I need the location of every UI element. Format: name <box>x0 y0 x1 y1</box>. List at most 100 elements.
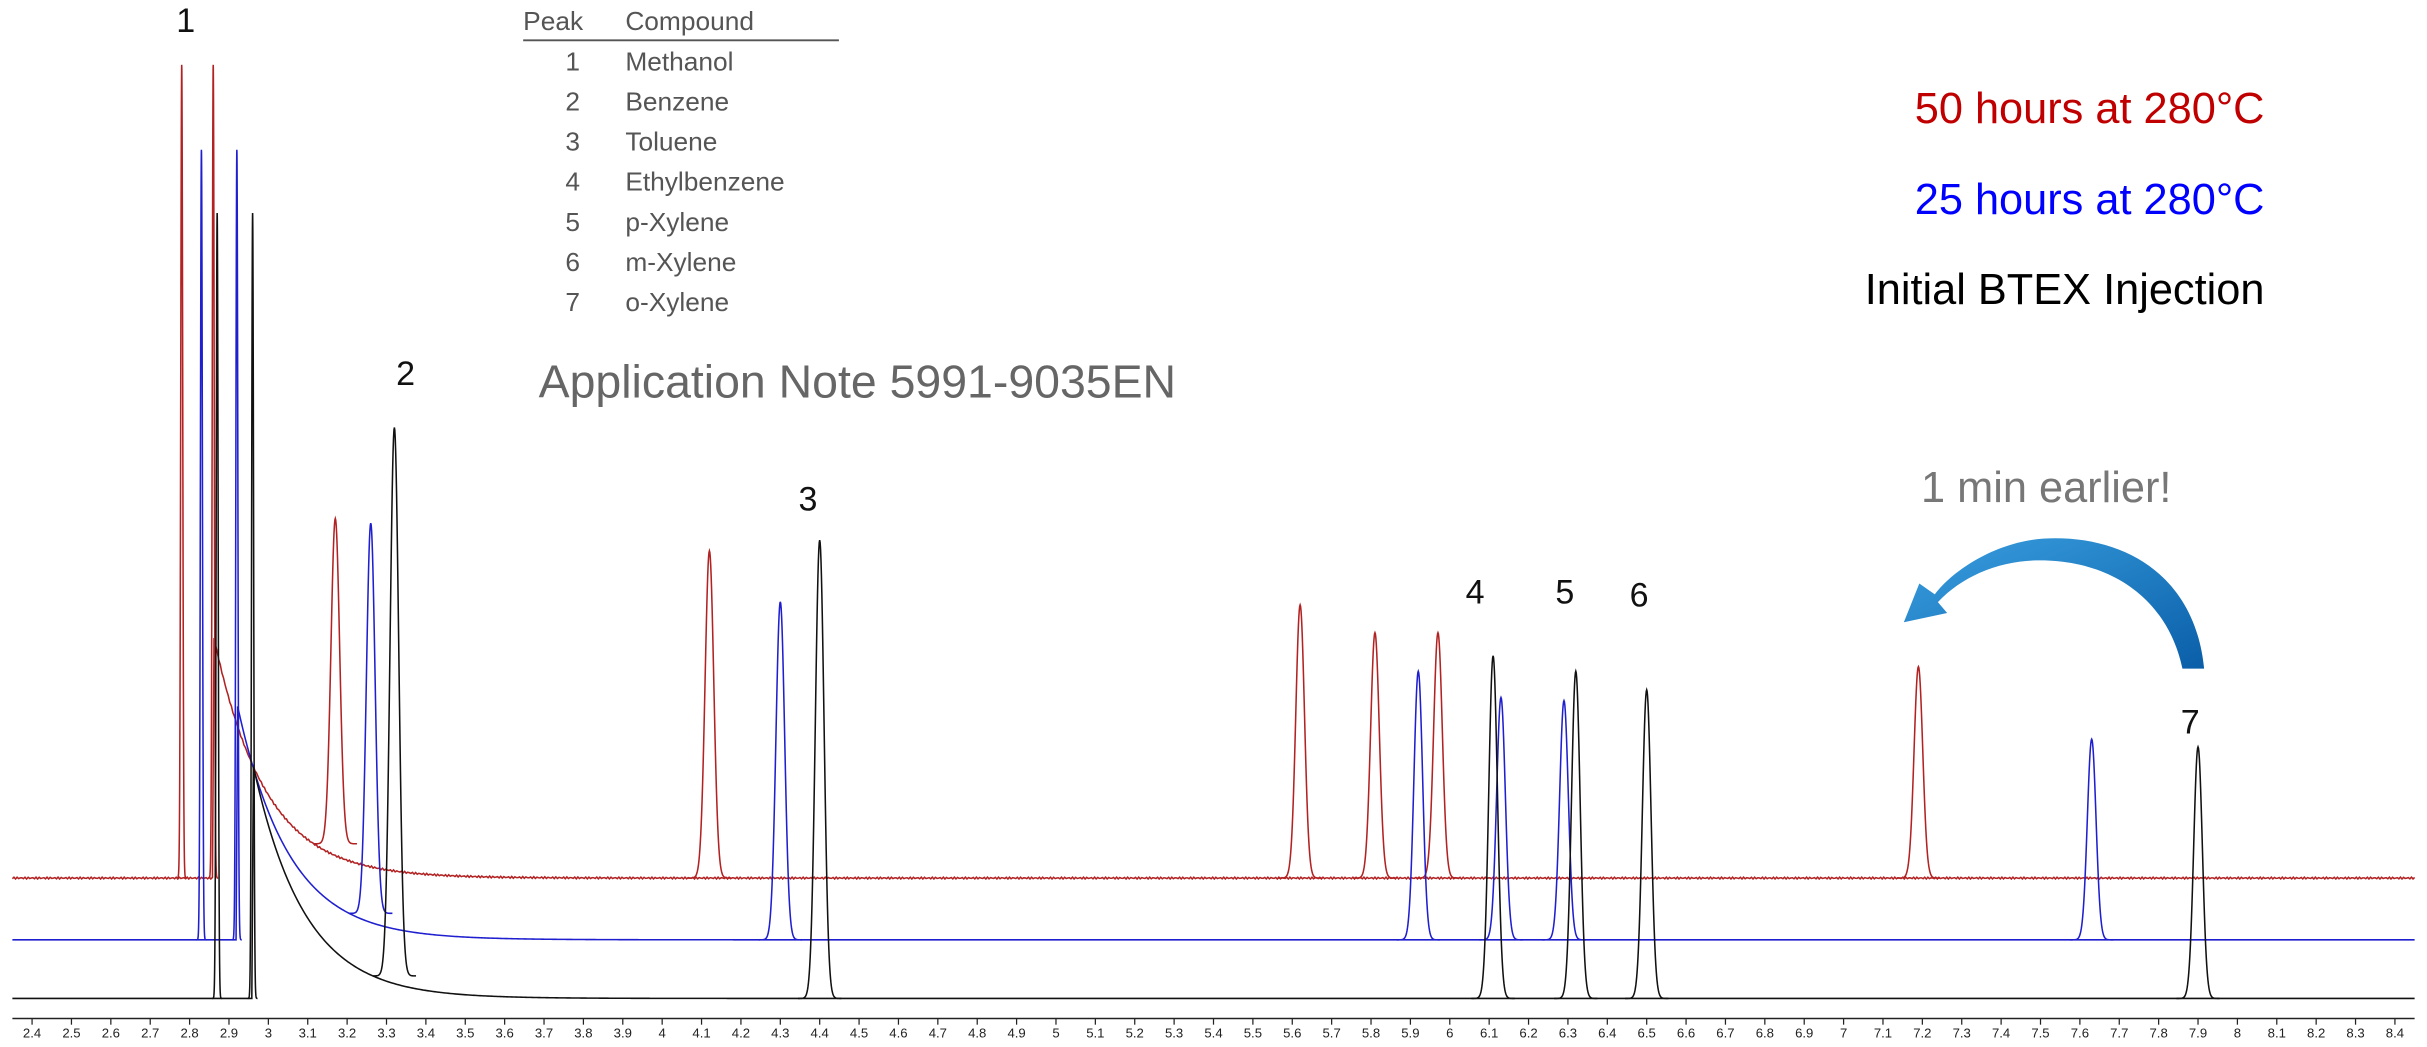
arrow <box>1903 538 2205 669</box>
table-peak: 2 <box>565 87 580 117</box>
table-peak: 4 <box>565 167 580 197</box>
note: Application Note 5991-9035EN <box>539 356 1176 408</box>
peak <box>1896 664 1941 879</box>
table-compound: Methanol <box>625 46 733 76</box>
table-peak: 7 <box>565 287 580 317</box>
x-tick-label: 7.2 <box>1913 1025 1931 1040</box>
plot: 1 Methanol 2 Benzene 3 Toluene 4 Ethylbenzene 5 p… <box>11 46 2416 1040</box>
peak <box>798 539 842 1000</box>
peak <box>372 427 417 977</box>
peak <box>247 212 258 1000</box>
peak <box>1471 655 1515 1000</box>
peak <box>687 547 732 879</box>
table-compound: Ethylbenzene <box>625 167 784 197</box>
peak <box>313 515 357 845</box>
legend-entry: 50 hours at 280°C <box>1915 85 2265 133</box>
x-tick-label: 6.6 <box>1677 1025 1695 1040</box>
peak <box>231 149 242 941</box>
peak <box>1554 668 1598 1000</box>
x-tick-label: 6.9 <box>1795 1025 1813 1040</box>
peak <box>2070 737 2114 941</box>
x-tick-label: 3.1 <box>299 1025 317 1040</box>
x-tick-label: 5.6 <box>1283 1025 1301 1040</box>
x-tick-label: 4.1 <box>692 1025 710 1040</box>
x-tick-label: 5.9 <box>1401 1025 1419 1040</box>
x-tick-label: 7.7 <box>2110 1025 2128 1040</box>
peak <box>1353 630 1397 879</box>
x-tick-label: 6.8 <box>1756 1025 1774 1040</box>
peak-label: 4 <box>1466 573 1485 611</box>
x-tick-label: 3 <box>265 1025 272 1040</box>
x-tick-label: 4.3 <box>771 1025 789 1040</box>
x-tick-label: 3.8 <box>574 1025 592 1040</box>
x-tick-label: 2.6 <box>102 1025 120 1040</box>
peak-label: 2 <box>396 355 415 393</box>
peak-label: 6 <box>1630 576 1649 614</box>
table-peak: 6 <box>565 247 580 277</box>
peak <box>1278 602 1322 879</box>
peak <box>1479 695 1523 941</box>
legend-entry: Initial BTEX Injection <box>1865 266 2265 314</box>
x-tick-label: 3.5 <box>456 1025 474 1040</box>
x-tick-label: 8.4 <box>2386 1025 2404 1040</box>
x-tick-label: 2.5 <box>62 1025 80 1040</box>
peak <box>349 522 393 915</box>
peak <box>1416 630 1460 879</box>
peak <box>208 64 219 879</box>
peak <box>196 149 207 941</box>
x-tick-label: 6.5 <box>1638 1025 1656 1040</box>
peak-label: 5 <box>1555 573 1574 611</box>
peak-label: 1 <box>176 2 195 40</box>
table-compound: o-Xylene <box>625 287 729 317</box>
table-header: Peak <box>523 6 584 36</box>
x-tick-label: 4.6 <box>889 1025 907 1040</box>
x-tick-label: 4 <box>659 1025 666 1040</box>
annotation: 1 min earlier! <box>1921 464 2171 512</box>
x-tick-label: 2.8 <box>180 1025 198 1040</box>
x-tick-label: 4.2 <box>732 1025 750 1040</box>
x-tick-label: 5.4 <box>1204 1025 1222 1040</box>
x-tick-label: 3.9 <box>614 1025 632 1040</box>
x-tick-label: 4.5 <box>850 1025 868 1040</box>
peak-label: 7 <box>2181 703 2200 741</box>
x-tick-label: 6.7 <box>1716 1025 1734 1040</box>
peak-label: 3 <box>798 481 817 519</box>
table-peak: 1 <box>565 46 580 76</box>
peak <box>1396 668 1440 941</box>
x-tick-label: 3.3 <box>377 1025 395 1040</box>
x-tick-label: 6.2 <box>1519 1025 1537 1040</box>
x-tick-label: 4.4 <box>811 1025 829 1040</box>
x-tick-label: 4.7 <box>929 1025 947 1040</box>
table-compound: p-Xylene <box>625 207 729 237</box>
x-tick-label: 4.8 <box>968 1025 986 1040</box>
x-tick-label: 3.4 <box>417 1025 435 1040</box>
x-tick-label: 7.1 <box>1874 1025 1892 1040</box>
x-tick-label: 3.6 <box>496 1025 514 1040</box>
x-tick-label: 8.1 <box>2268 1025 2286 1040</box>
baseline <box>12 766 2415 1000</box>
x-tick-label: 8.3 <box>2346 1025 2364 1040</box>
x-tick-label: 7.6 <box>2071 1025 2089 1040</box>
x-tick-label: 7.4 <box>1992 1025 2010 1040</box>
baseline <box>12 706 2415 941</box>
x-tick-label: 6.3 <box>1559 1025 1577 1040</box>
x-tick-label: 7.5 <box>2031 1025 2049 1040</box>
x-tick-label: 8 <box>2234 1025 2241 1040</box>
peak <box>758 601 802 941</box>
peak <box>1625 686 1669 1000</box>
table-compound: m-Xylene <box>625 247 736 277</box>
peak <box>1542 698 1586 941</box>
x-tick-label: 5.5 <box>1244 1025 1262 1040</box>
x-tick-label: 5.3 <box>1165 1025 1183 1040</box>
x-tick-label: 2.9 <box>220 1025 238 1040</box>
x-tick-label: 5.8 <box>1362 1025 1380 1040</box>
x-tick-label: 7.8 <box>2150 1025 2168 1040</box>
x-tick-label: 6.1 <box>1480 1025 1498 1040</box>
x-tick-label: 7 <box>1840 1025 1847 1040</box>
x-tick-label: 4.9 <box>1007 1025 1025 1040</box>
table-compound: Benzene <box>625 87 729 117</box>
table-header: Compound <box>625 6 754 36</box>
x-tick-label: 8.2 <box>2307 1025 2325 1040</box>
